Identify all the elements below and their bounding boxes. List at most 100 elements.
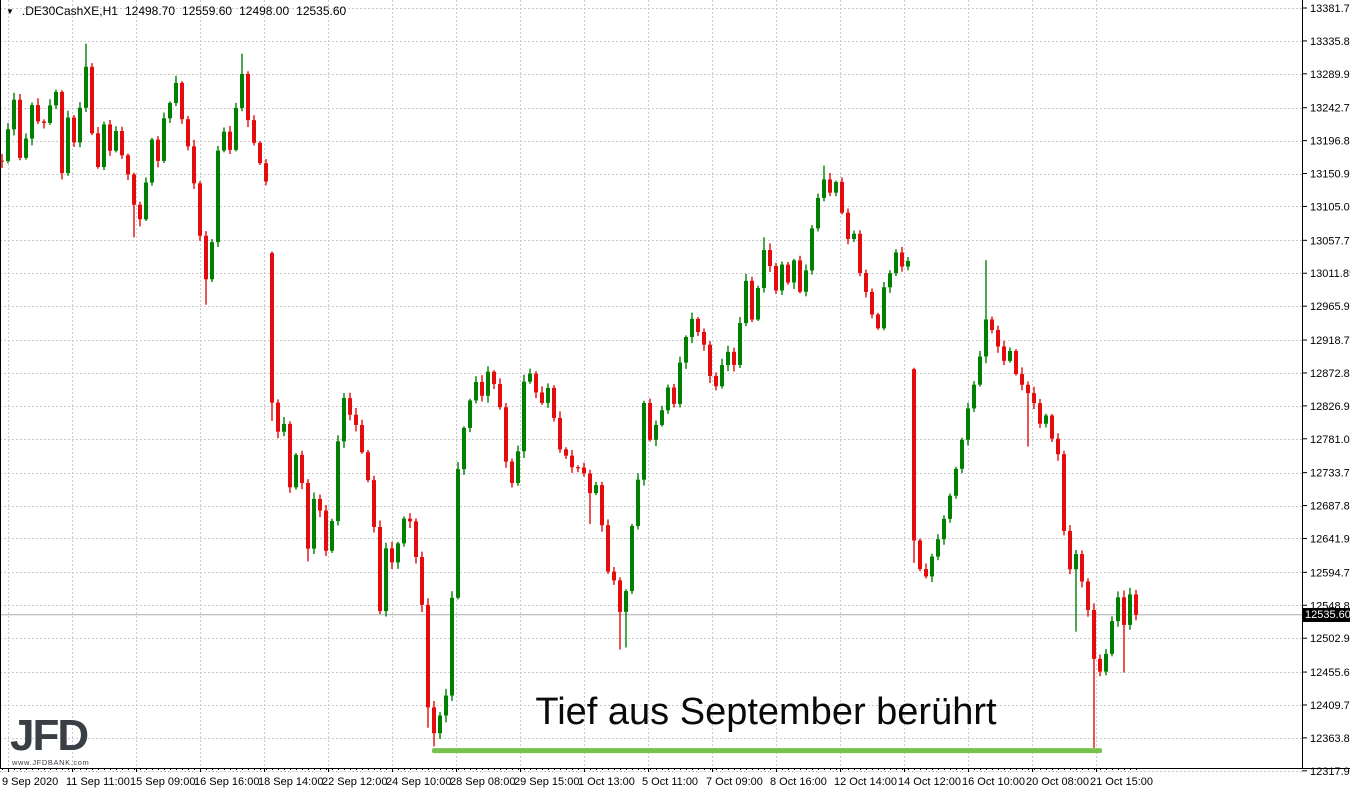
candle-body (6, 129, 10, 162)
time-axis-label[interactable]: 15 Sep 09:00 (130, 776, 195, 788)
annotation-text[interactable]: Tief aus September berührt (535, 691, 997, 733)
price-axis-label[interactable]: 13150.90 (1310, 169, 1350, 181)
candle-body (1038, 403, 1042, 424)
candle-body (318, 498, 322, 511)
time-axis-label[interactable]: 8 Oct 16:00 (770, 776, 827, 788)
candle-body (414, 521, 418, 558)
time-axis-label[interactable]: 16 Sep 16:00 (194, 776, 259, 788)
candle-body (1092, 609, 1096, 659)
candle-body (66, 117, 70, 174)
price-axis-label[interactable]: 12363.85 (1310, 733, 1350, 745)
price-axis-label[interactable]: 12502.90 (1310, 633, 1350, 645)
candle-body (360, 424, 364, 453)
time-axis-label[interactable]: 29 Sep 15:00 (514, 776, 579, 788)
price-axis-label[interactable]: 12409.75 (1310, 700, 1350, 712)
candle-body (354, 414, 358, 425)
price-axis-label[interactable]: 13242.70 (1310, 103, 1350, 115)
time-axis-label[interactable]: 20 Oct 08:00 (1026, 776, 1089, 788)
candle-body (456, 469, 460, 598)
candle-body (624, 591, 628, 612)
candle-body (144, 182, 148, 220)
candle-body (528, 373, 532, 382)
candle-body (570, 455, 574, 468)
time-axis-label[interactable]: 21 Oct 15:00 (1090, 776, 1153, 788)
candle-body (228, 131, 232, 150)
candle-body (858, 233, 862, 274)
price-axis-label[interactable]: 13057.75 (1310, 235, 1350, 247)
time-axis-label[interactable]: 18 Sep 14:00 (258, 776, 323, 788)
price-axis-label[interactable]: 13011.85 (1310, 268, 1350, 280)
candle-body (420, 557, 424, 605)
support-trendline[interactable] (432, 748, 1102, 754)
price-axis-label[interactable]: 12687.85 (1310, 501, 1350, 513)
candle-body (852, 233, 856, 239)
time-axis-label[interactable]: 9 Sep 2020 (2, 776, 58, 788)
candle-body (90, 66, 94, 134)
time-axis-label[interactable]: 11 Sep 11:00 (66, 776, 130, 788)
price-axis-label[interactable]: 12641.95 (1310, 533, 1350, 545)
candle-body (684, 337, 688, 363)
candle-body (1068, 530, 1072, 570)
candle-body (780, 264, 784, 291)
candle-body (132, 174, 136, 205)
price-axis-label[interactable]: 12594.70 (1310, 567, 1350, 579)
candle-body (282, 423, 286, 432)
candle-body (708, 344, 712, 376)
price-axis-label[interactable]: 12826.90 (1310, 401, 1350, 413)
candle-body (816, 197, 820, 229)
candle-body (792, 260, 796, 283)
candle-body (564, 449, 568, 456)
time-axis-label[interactable]: 16 Oct 10:00 (962, 776, 1025, 788)
candle-body (234, 107, 238, 150)
candle-body (1014, 350, 1018, 375)
time-axis-label[interactable]: 5 Oct 11:00 (642, 776, 698, 788)
candle-body (654, 424, 658, 440)
time-axis-label[interactable]: 14 Oct 12:00 (898, 776, 961, 788)
price-axis-label[interactable]: 12733.75 (1310, 468, 1350, 480)
candle-body (216, 150, 220, 243)
time-axis-label[interactable]: 24 Sep 10:00 (386, 776, 451, 788)
candle-body (390, 548, 394, 563)
price-axis-label[interactable]: 12872.80 (1310, 368, 1350, 380)
candle-body (1110, 621, 1114, 654)
candle-body (1086, 581, 1090, 610)
candle-body (672, 387, 676, 404)
time-axis-label[interactable]: 28 Sep 08:00 (450, 776, 515, 788)
candle-body (432, 707, 436, 734)
candle-body (168, 102, 172, 119)
price-axis-label[interactable]: 12918.70 (1310, 335, 1350, 347)
price-axis-label[interactable]: 12781.00 (1310, 434, 1350, 446)
candle-body (450, 597, 454, 696)
time-axis-label[interactable]: 1 Oct 13:00 (578, 776, 635, 788)
price-axis-label[interactable]: 12317.95 (1310, 766, 1350, 778)
candle-body (1098, 658, 1102, 672)
candle-body (186, 119, 190, 147)
price-axis-label[interactable]: 13289.95 (1310, 69, 1350, 81)
price-axis-label[interactable]: 13335.85 (1310, 36, 1350, 48)
candle-body (558, 417, 562, 450)
chevron-down-icon[interactable]: ▼ (6, 6, 14, 16)
candle-body (540, 392, 544, 403)
candle-body (762, 250, 766, 289)
candle-body (1080, 554, 1084, 582)
price-axis-label[interactable]: 13196.80 (1310, 136, 1350, 148)
chart-header: ▼ .DE30CashXE,H1 12498.70 12559.60 12498… (6, 4, 346, 18)
candle-body (24, 138, 28, 158)
price-axis-label[interactable]: 13381.75 (1310, 3, 1350, 15)
time-axis-label[interactable]: 22 Sep 12:00 (322, 776, 387, 788)
candle-body (264, 163, 268, 182)
price-axis-label[interactable]: 12455.65 (1310, 667, 1350, 679)
candle-body (108, 124, 112, 151)
candle-body (510, 461, 514, 484)
time-axis-label[interactable]: 7 Oct 09:00 (706, 776, 763, 788)
time-axis-label[interactable]: 12 Oct 14:00 (834, 776, 897, 788)
candle-body (798, 260, 802, 292)
candle-body (276, 402, 280, 432)
candle-body (342, 398, 346, 442)
jfd-logo: JFD www.JFDBANK.com (10, 714, 89, 767)
price-axis-label[interactable]: 13105.00 (1310, 201, 1350, 213)
price-axis-label[interactable]: 12965.95 (1310, 301, 1350, 313)
candle-body (912, 369, 916, 541)
